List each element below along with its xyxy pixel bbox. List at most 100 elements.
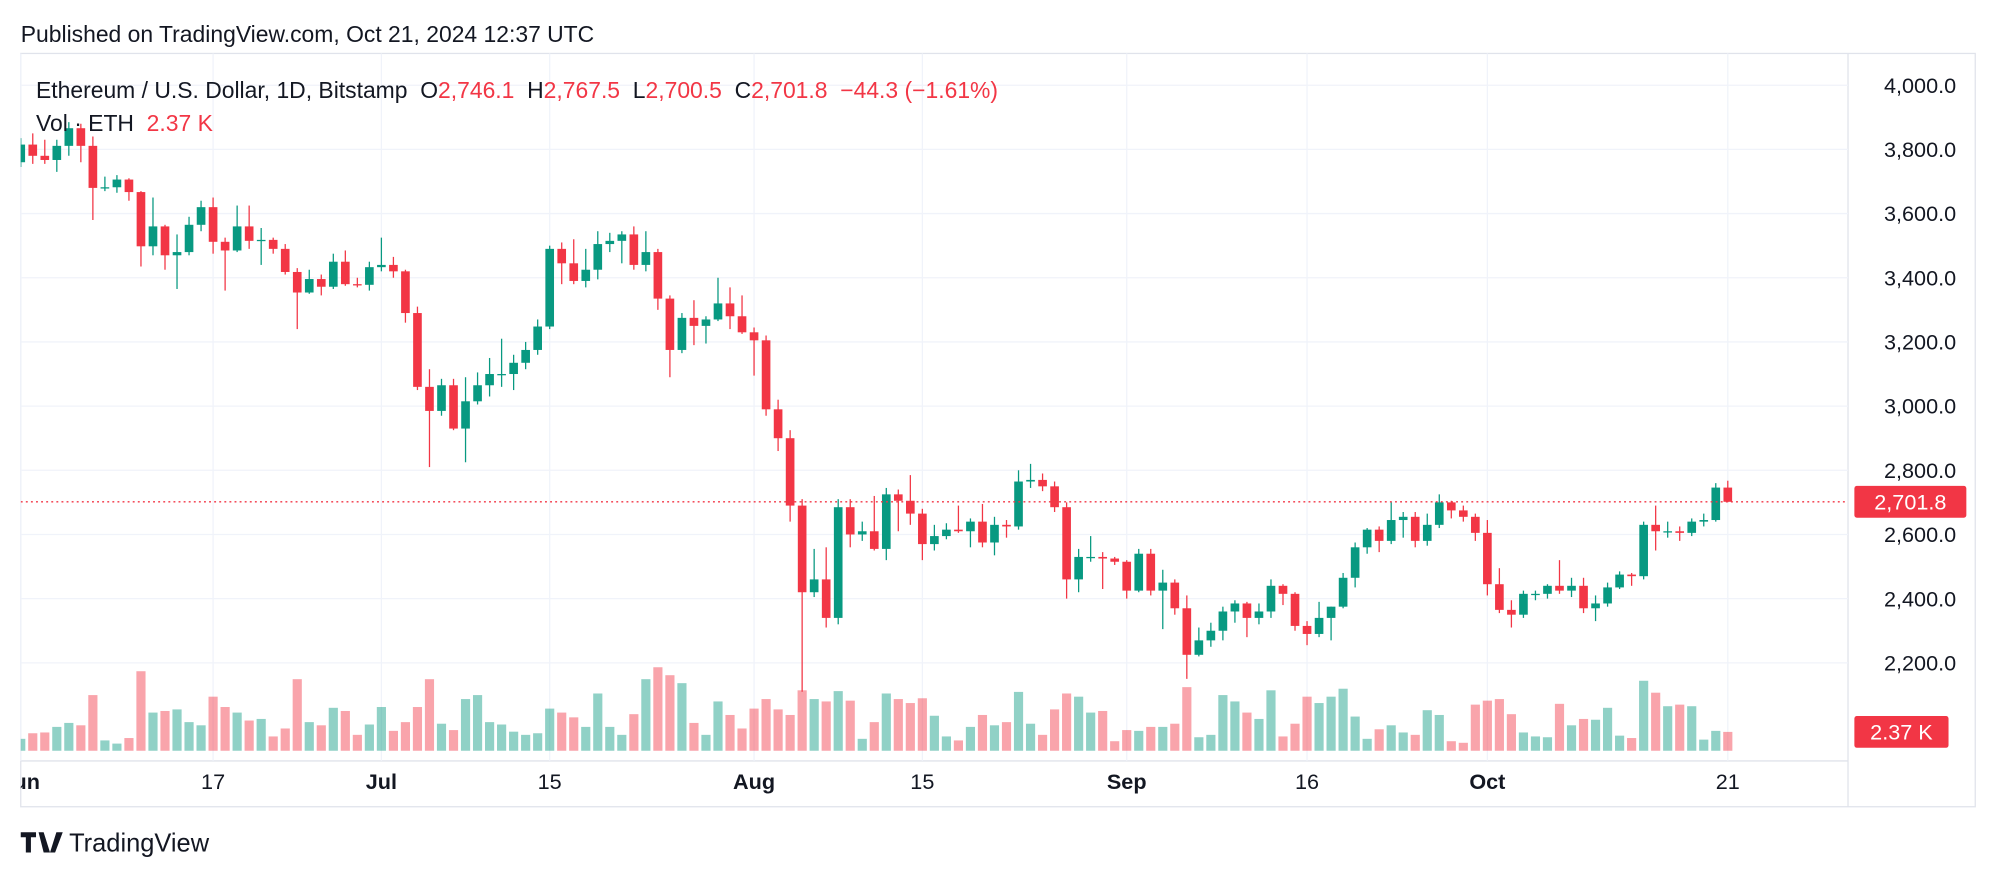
candle-body — [1699, 520, 1709, 522]
volume-bar — [388, 730, 398, 751]
y-tick-label: 3,600.0 — [1884, 201, 1956, 226]
candle-body — [605, 240, 615, 245]
candle-body — [1134, 553, 1144, 591]
candle-body — [1422, 524, 1432, 541]
candle-body — [160, 226, 170, 256]
volume-bar — [821, 701, 831, 751]
logo — [20, 832, 63, 853]
candle-body — [316, 279, 326, 287]
volume-bar — [749, 708, 759, 751]
candle-body — [184, 224, 194, 253]
candle-body — [232, 226, 242, 251]
volume-bar — [1554, 703, 1565, 751]
x-tick-label: 15 — [910, 769, 934, 794]
x-tick-label: Oct — [1469, 769, 1505, 794]
volume-bar — [52, 726, 62, 751]
y-tick-label: 3,400.0 — [1884, 265, 1956, 290]
volume-bar — [1651, 692, 1661, 751]
x-tick-label: 17 — [201, 769, 225, 794]
candle-body — [1663, 531, 1673, 533]
volume-bar — [1134, 730, 1144, 751]
candle-body — [1254, 611, 1264, 618]
axes: 2,200.0 2,400.0 2,600.0 2,800.0 3,000.0 3,200… — [1854, 73, 1967, 748]
x-tick-label: Sep — [1107, 769, 1147, 794]
volume-bar — [557, 712, 567, 751]
x-tick-label: 15 — [538, 769, 562, 794]
volume-bar — [1206, 734, 1216, 751]
volume-bar — [1530, 736, 1541, 751]
y-tick-label: 2,200.0 — [1884, 650, 1956, 675]
candle-body — [1278, 585, 1288, 594]
candle-pane — [20, 122, 1849, 692]
volume-title: Vol · ETH — [36, 110, 134, 136]
candle-body — [545, 248, 555, 327]
volume-bar — [1446, 741, 1456, 751]
volume-bar — [1675, 704, 1685, 751]
candle-body — [1230, 603, 1240, 612]
candle-body — [1266, 585, 1276, 612]
volume-legend: Vol · ETH 2.37 K — [36, 110, 214, 136]
candle-body — [401, 271, 410, 314]
volume-bar — [316, 725, 326, 751]
brand-name: TradingView — [69, 829, 210, 857]
candle-body — [677, 317, 687, 350]
legend-value: 2,700.5 — [646, 77, 722, 103]
volume-bar — [521, 734, 531, 751]
volume-bar — [100, 740, 110, 751]
candle-body — [196, 207, 206, 225]
volume-bar — [869, 722, 879, 751]
candle-body — [1410, 516, 1420, 541]
volume-bar — [485, 722, 495, 751]
candle-body — [497, 374, 506, 376]
volume-bar — [1711, 730, 1721, 751]
candle-body — [593, 244, 603, 270]
candle-body — [930, 536, 939, 545]
y-tick-label: 2,800.0 — [1884, 458, 1956, 483]
candle-body — [1074, 556, 1083, 580]
candle-body — [377, 264, 386, 268]
candle-body — [136, 192, 146, 247]
volume-bar — [809, 699, 819, 751]
candle-body — [1386, 520, 1396, 541]
volume-bar — [1470, 704, 1480, 751]
volume-bar — [773, 709, 783, 751]
volume-bar — [412, 707, 423, 751]
candle-body — [990, 524, 999, 543]
volume-bar — [1615, 735, 1625, 751]
candle-body — [1398, 516, 1408, 521]
candle-body — [641, 252, 651, 265]
candle-body — [40, 155, 50, 160]
volume-bar — [376, 707, 386, 751]
volume-bar — [1037, 734, 1048, 751]
volume-value: 2.37 K — [147, 110, 214, 136]
candle-body — [1182, 608, 1192, 655]
volume-bar — [1494, 699, 1504, 751]
candle-body — [1194, 640, 1204, 655]
volume-bar — [833, 691, 843, 751]
candle-body — [244, 226, 254, 241]
candle-body — [1519, 593, 1528, 615]
candle-body — [1434, 502, 1444, 525]
volume-bar — [340, 710, 350, 751]
volume-bar — [1025, 723, 1036, 751]
volume-bar — [232, 712, 242, 751]
candle-body — [28, 144, 38, 156]
candle-body — [20, 144, 26, 163]
volume-bar — [1013, 691, 1024, 751]
y-tick-label: 4,000.0 — [1884, 73, 1956, 98]
candle-body — [1567, 585, 1576, 591]
volume-bar — [244, 720, 254, 751]
volume-bar — [1627, 738, 1637, 751]
volume-bar — [124, 738, 134, 751]
candle-body — [1495, 584, 1504, 610]
legend-key: L — [633, 77, 646, 103]
volume-bar — [977, 714, 988, 751]
volume-bar — [713, 701, 723, 751]
volume-bar — [1422, 710, 1432, 751]
candle-body — [1326, 606, 1336, 618]
candle-body — [76, 128, 86, 146]
volume-bar — [88, 695, 98, 751]
legend-line: Ethereum / U.S. Dollar, 1D, Bitstamp O2,7… — [36, 77, 998, 103]
candle-body — [918, 513, 927, 545]
